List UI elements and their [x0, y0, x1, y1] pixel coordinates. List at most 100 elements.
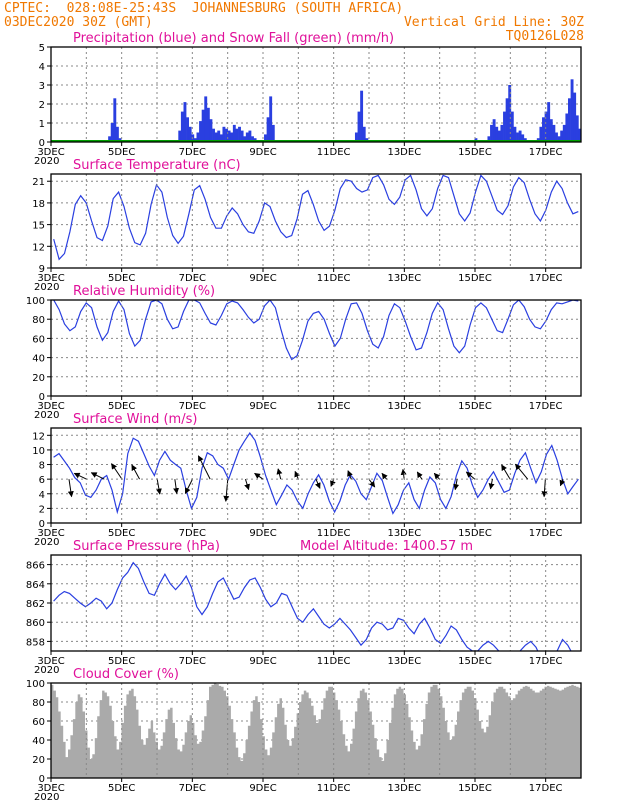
y-tick-label: 5	[39, 43, 45, 54]
precip-bar	[557, 136, 561, 142]
y-tick-label: 100	[26, 296, 45, 307]
x-tick-label: 3DEC	[37, 401, 64, 412]
precip-bar	[204, 96, 208, 142]
x-tick-label: 11DEC	[317, 147, 351, 158]
precip-bar	[542, 117, 545, 142]
series-layer	[53, 432, 579, 515]
precip-bar	[230, 132, 234, 142]
y-tick-label: 60	[32, 334, 45, 345]
precip-bar	[199, 121, 202, 142]
x-tick-label: 5DEC	[108, 147, 135, 158]
x-tick-label: 11DEC	[317, 401, 351, 412]
precip-bar	[110, 123, 114, 142]
y-tick-label: 0	[39, 138, 45, 149]
x-tick-label: 15DEC	[458, 528, 492, 539]
x-tick-label: 13DEC	[387, 656, 421, 667]
x-tick-label: 15DEC	[458, 147, 492, 158]
y-tick-label: 4	[39, 62, 45, 73]
year-label: 2020	[34, 410, 59, 421]
year-label: 2020	[34, 792, 59, 800]
x-tick-label: 7DEC	[179, 273, 206, 284]
precip-bar	[180, 111, 184, 142]
precip-bar	[225, 128, 228, 142]
panel-frame	[50, 299, 582, 397]
run-label: 03DEC2020 30Z (GMT)	[4, 15, 153, 30]
wind-arrow	[515, 463, 529, 480]
y-tick-label: 6	[39, 475, 45, 486]
precip-bar	[490, 124, 493, 142]
precip-bar	[235, 128, 239, 142]
wind-arrow	[184, 478, 193, 495]
y-tick-label: 0	[39, 392, 45, 403]
wind-arrow	[315, 478, 321, 489]
x-tick-label: 17DEC	[529, 401, 563, 412]
location-label: JOHANNESBURG (SOUTH AFRICA)	[191, 1, 404, 16]
precip-bar	[248, 130, 252, 142]
x-tick-label: 11DEC	[317, 783, 351, 794]
precip-bar	[575, 115, 579, 142]
coords-label: 028:08E-25:43S	[66, 1, 177, 16]
panel-annotation: Model Altitude: 1400.57 m	[300, 539, 473, 554]
precip-bar	[201, 109, 205, 142]
x-tick-label: 5DEC	[108, 528, 135, 539]
x-tick-label: 3DEC	[37, 783, 64, 794]
x-tick-label: 7DEC	[179, 783, 206, 794]
wind-arrow	[244, 479, 250, 491]
panel-frame	[50, 682, 582, 779]
precip-bar	[560, 130, 564, 142]
x-tick-label: 13DEC	[387, 401, 421, 412]
y-tick-label: 3	[39, 81, 45, 92]
panel-title: Relative Humidity (%)	[73, 284, 215, 299]
precip-bar	[264, 134, 267, 142]
precip-bar	[539, 126, 543, 142]
precip-bar	[513, 126, 517, 142]
precip-bar	[487, 136, 491, 142]
wind-arrow	[67, 479, 74, 498]
y-tick-label: 860	[26, 618, 45, 629]
x-tick-label: 15DEC	[458, 656, 492, 667]
precip-bar	[183, 102, 187, 142]
precip-bar	[113, 98, 117, 142]
series-layer	[53, 561, 572, 651]
panel-title: Surface Temperature (nC)	[73, 158, 241, 173]
x-tick-label: 9DEC	[249, 656, 276, 667]
y-tick-label: 40	[32, 736, 45, 747]
precip-bar	[266, 117, 270, 142]
x-tick-label: 5DEC	[108, 656, 135, 667]
x-tick-label: 11DEC	[317, 528, 351, 539]
x-tick-label: 11DEC	[317, 656, 351, 667]
precip-bar	[568, 98, 571, 142]
precip-bar	[570, 79, 574, 142]
y-tick-label: 100	[26, 679, 45, 690]
x-tick-label: 17DEC	[529, 528, 563, 539]
header-line-1: CPTEC: 028:08E-25:43S JOHANNESBURG (SOUT…	[4, 2, 403, 16]
panel-title: Surface Pressure (hPa)	[73, 539, 220, 554]
x-tick-label: 9DEC	[249, 783, 276, 794]
series-layer	[51, 79, 581, 142]
wind-arrow	[400, 468, 407, 480]
precip-bar	[360, 90, 364, 142]
precip-bar	[186, 117, 189, 142]
precip-bar	[562, 124, 566, 142]
cloud-cover-area	[51, 683, 581, 778]
precip-bar	[354, 132, 358, 142]
x-tick-label: 5DEC	[108, 401, 135, 412]
panel-frame	[50, 173, 582, 269]
y-tick-label: 864	[26, 580, 45, 591]
wind-arrow	[368, 478, 376, 488]
model-code: TQ0126L028	[505, 29, 584, 44]
y-tick-label: 8	[39, 461, 45, 472]
x-tick-label: 7DEC	[179, 656, 206, 667]
precip-bar	[178, 130, 182, 142]
precip-bar	[217, 130, 221, 142]
precip-bar	[269, 96, 273, 142]
y-tick-label: 15	[32, 221, 45, 232]
precip-bar	[214, 132, 218, 142]
series-line	[53, 174, 579, 261]
wind-arrow	[276, 468, 283, 480]
panel-0: Precipitation (blue) and Snow Fall (gree…	[34, 31, 582, 167]
wind-arrow	[155, 479, 162, 495]
precip-bar	[196, 132, 200, 142]
y-tick-label: 20	[32, 373, 45, 384]
